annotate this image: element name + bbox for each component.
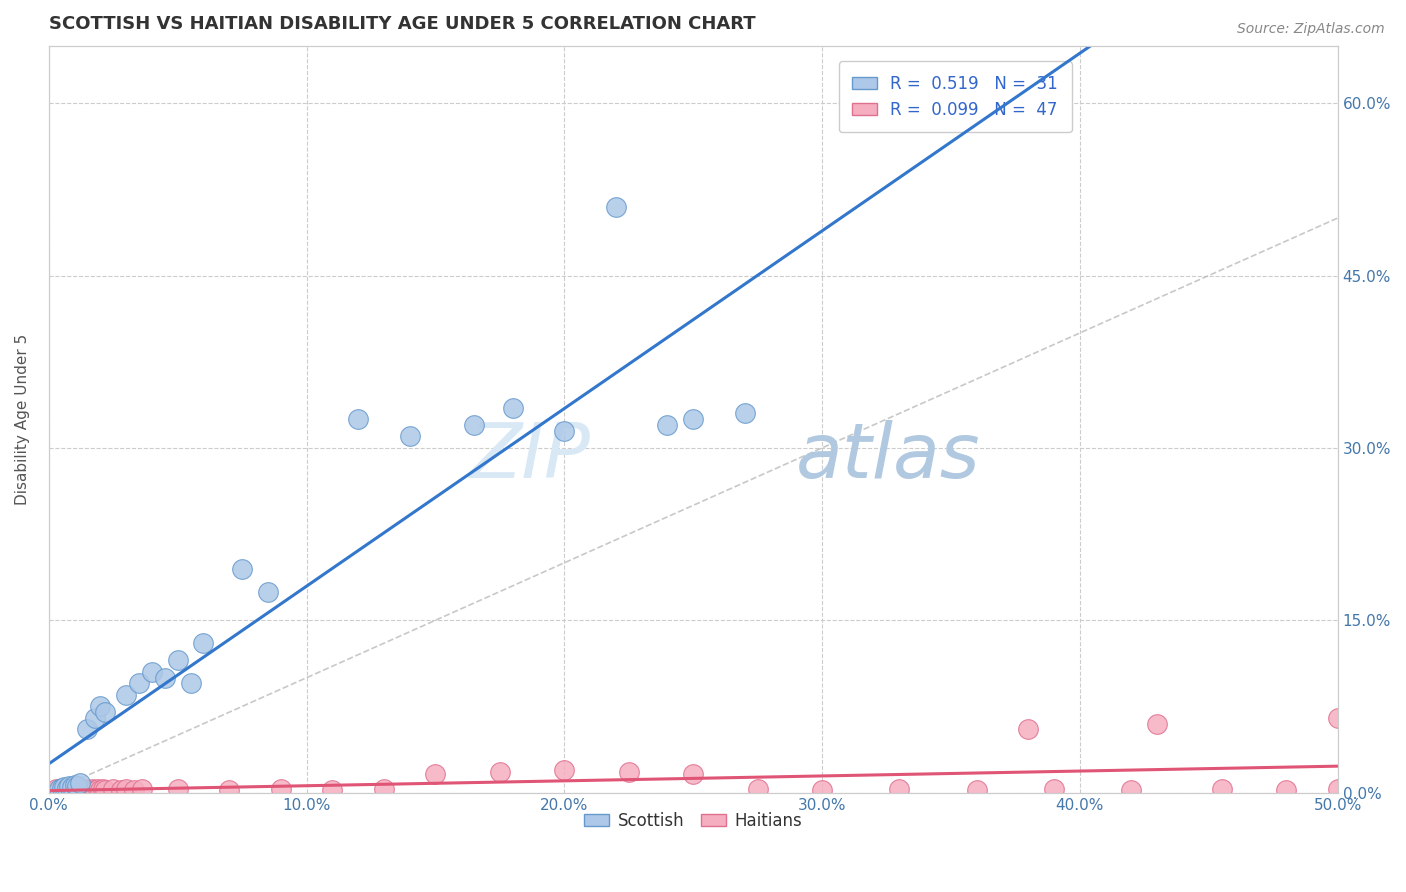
Point xyxy=(58,779,80,793)
Point xyxy=(72,782,94,797)
Point xyxy=(89,783,111,797)
Text: SCOTTISH VS HAITIAN DISABILITY AGE UNDER 5 CORRELATION CHART: SCOTTISH VS HAITIAN DISABILITY AGE UNDER… xyxy=(49,15,755,33)
Point xyxy=(153,671,176,685)
Point xyxy=(502,401,524,415)
Point xyxy=(166,782,188,797)
Point xyxy=(811,783,834,797)
Legend: Scottish, Haitians: Scottish, Haitians xyxy=(578,805,808,837)
Point xyxy=(553,763,575,777)
Point xyxy=(76,723,98,737)
Text: Source: ZipAtlas.com: Source: ZipAtlas.com xyxy=(1237,22,1385,37)
Point xyxy=(657,417,679,432)
Point xyxy=(48,782,70,797)
Point xyxy=(131,782,153,797)
Point xyxy=(231,561,253,575)
Point xyxy=(76,782,98,797)
Point xyxy=(45,782,67,797)
Point xyxy=(489,764,512,779)
Point xyxy=(103,782,125,797)
Point xyxy=(82,782,104,797)
Point xyxy=(73,783,96,797)
Point xyxy=(193,636,215,650)
Point xyxy=(747,782,769,797)
Point xyxy=(63,783,86,797)
Point xyxy=(1211,782,1233,797)
Point xyxy=(734,406,756,420)
Point xyxy=(257,584,280,599)
Point xyxy=(110,783,132,797)
Point xyxy=(1326,711,1348,725)
Point xyxy=(425,767,447,781)
Point xyxy=(58,783,80,797)
Point xyxy=(553,424,575,438)
Point xyxy=(270,782,292,797)
Point xyxy=(605,200,627,214)
Point xyxy=(218,783,240,797)
Point xyxy=(166,653,188,667)
Y-axis label: Disability Age Under 5: Disability Age Under 5 xyxy=(15,334,30,505)
Point xyxy=(79,783,101,797)
Point xyxy=(966,783,988,797)
Point xyxy=(69,776,91,790)
Point xyxy=(94,705,117,719)
Point xyxy=(60,780,83,794)
Text: atlas: atlas xyxy=(796,419,981,493)
Point xyxy=(56,782,79,797)
Point xyxy=(60,782,83,797)
Point xyxy=(373,782,395,797)
Point xyxy=(682,412,704,426)
Point xyxy=(69,783,91,797)
Point xyxy=(84,711,107,725)
Point xyxy=(128,676,150,690)
Point xyxy=(347,412,370,426)
Point xyxy=(1121,783,1143,797)
Point xyxy=(51,780,73,795)
Point xyxy=(1017,723,1039,737)
Point xyxy=(115,688,138,702)
Point xyxy=(56,780,79,795)
Point xyxy=(115,782,138,797)
Point xyxy=(463,417,485,432)
Point xyxy=(87,782,110,797)
Point xyxy=(91,782,114,797)
Point xyxy=(66,782,89,797)
Point xyxy=(398,429,420,443)
Point xyxy=(1275,783,1298,797)
Point xyxy=(1326,782,1348,797)
Point xyxy=(89,699,111,714)
Point xyxy=(53,780,76,794)
Point xyxy=(53,783,76,797)
Point xyxy=(94,783,117,797)
Point xyxy=(617,764,640,779)
Point xyxy=(48,783,70,797)
Point xyxy=(63,778,86,792)
Text: ZIP: ZIP xyxy=(470,419,591,493)
Point xyxy=(1043,782,1066,797)
Point xyxy=(84,783,107,797)
Point xyxy=(889,782,911,797)
Point xyxy=(66,779,89,793)
Point xyxy=(321,783,343,797)
Point xyxy=(1146,716,1168,731)
Point xyxy=(682,767,704,781)
Point xyxy=(141,665,163,679)
Point xyxy=(180,676,202,690)
Point xyxy=(122,783,145,797)
Point xyxy=(51,782,73,797)
